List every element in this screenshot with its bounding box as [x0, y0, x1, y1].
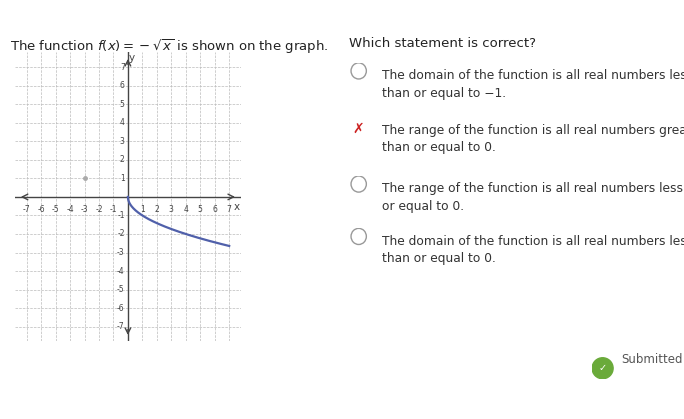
Text: 2: 2 [155, 205, 159, 214]
Text: 4: 4 [183, 205, 188, 214]
Text: Submitted: Submitted [621, 352, 683, 366]
Text: ✗: ✗ [352, 122, 364, 135]
Text: The range of the function is all real numbers greater
than or equal to 0.: The range of the function is all real nu… [382, 124, 684, 154]
Text: 5: 5 [198, 205, 202, 214]
Text: y: y [129, 53, 135, 63]
Text: -4: -4 [66, 205, 74, 214]
Text: ✓: ✓ [598, 363, 607, 373]
Text: -7: -7 [117, 322, 124, 331]
Text: -1: -1 [117, 211, 124, 220]
Text: -6: -6 [38, 205, 45, 214]
Text: -2: -2 [117, 230, 124, 238]
Text: 7: 7 [227, 205, 232, 214]
Text: -3: -3 [81, 205, 88, 214]
Text: 4: 4 [120, 118, 124, 127]
Text: The function $f(x) = -\sqrt{x}$ is shown on the graph.: The function $f(x) = -\sqrt{x}$ is shown… [10, 37, 328, 56]
Text: The domain of the function is all real numbers less
than or equal to 0.: The domain of the function is all real n… [382, 235, 684, 265]
Text: -1: -1 [109, 205, 117, 214]
Text: -6: -6 [117, 304, 124, 313]
Text: x: x [233, 202, 239, 212]
Text: 1: 1 [140, 205, 145, 214]
Text: -5: -5 [117, 285, 124, 294]
Text: The domain of the function is all real numbers less
than or equal to −1.: The domain of the function is all real n… [382, 69, 684, 100]
Text: -4: -4 [117, 266, 124, 276]
Text: Which statement is correct?: Which statement is correct? [349, 37, 536, 50]
Text: 7: 7 [120, 63, 124, 72]
Text: The range of the function is all real numbers less than
or equal to 0.: The range of the function is all real nu… [382, 182, 684, 213]
Text: -7: -7 [23, 205, 30, 214]
Text: 6: 6 [120, 81, 124, 90]
Text: 2: 2 [120, 155, 124, 164]
Text: -2: -2 [95, 205, 103, 214]
Text: 6: 6 [212, 205, 217, 214]
Text: 3: 3 [120, 137, 124, 146]
Text: -3: -3 [117, 248, 124, 257]
Text: 5: 5 [120, 100, 124, 109]
Text: 3: 3 [169, 205, 174, 214]
Circle shape [592, 358, 613, 379]
Text: 1: 1 [120, 174, 124, 183]
Text: -5: -5 [52, 205, 60, 214]
